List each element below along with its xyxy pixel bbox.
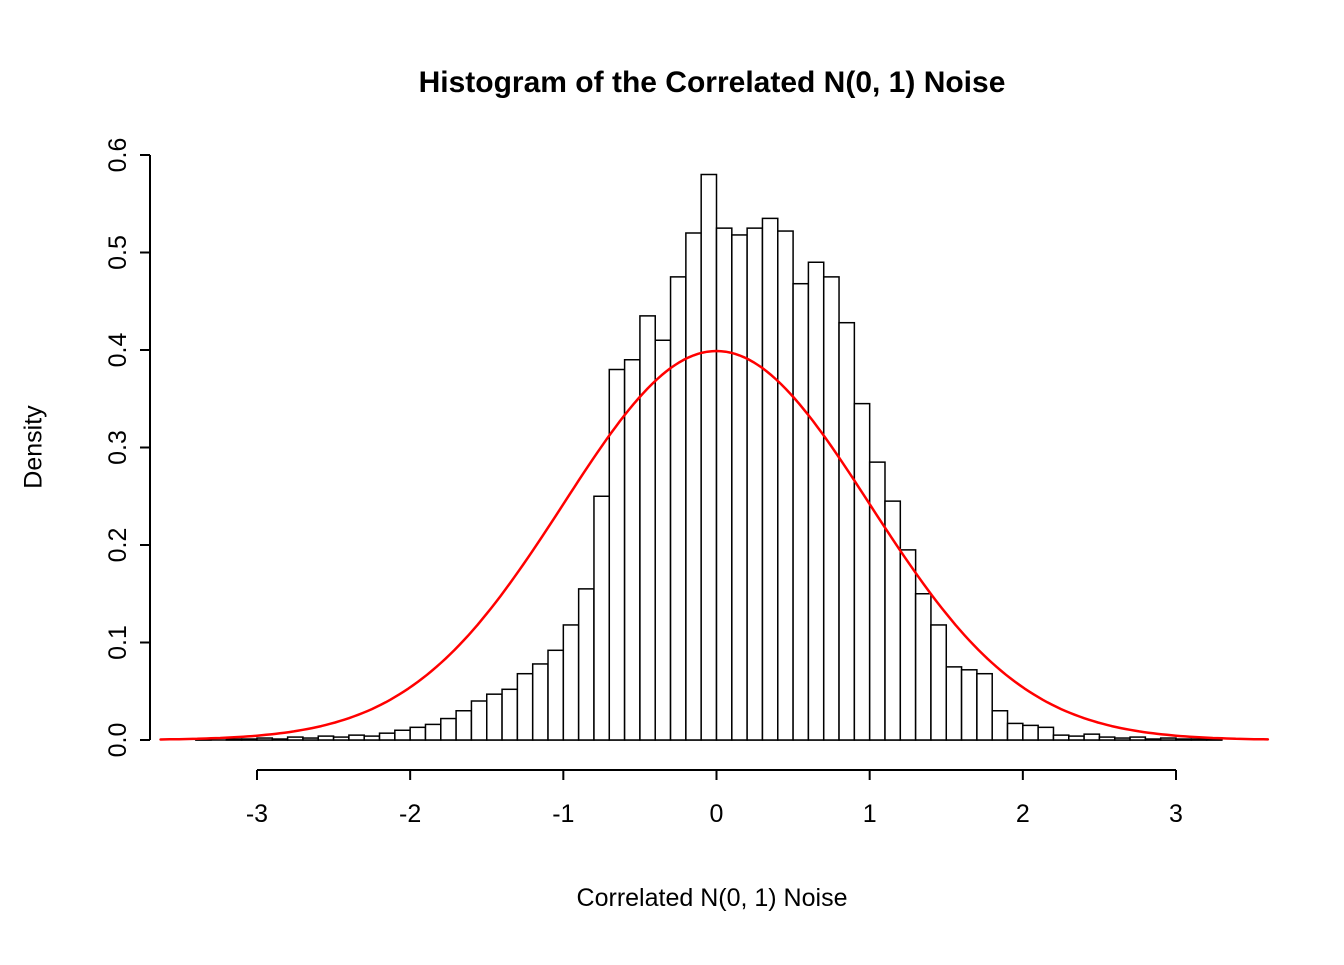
x-tick-label: -1 [552,800,574,828]
histogram-bar [1037,726,1055,741]
histogram-bar [531,663,549,741]
histogram-bar [363,735,381,741]
histogram-bar [1052,734,1070,741]
histogram-bar [547,649,565,741]
histogram-bar [440,717,457,741]
histogram-bar [409,726,427,741]
histogram-bar [853,402,871,741]
x-tick-label: 1 [863,800,877,828]
histogram-bar [1068,735,1085,741]
x-tick-label: 2 [1016,800,1030,828]
x-tick-label: 3 [1169,800,1183,828]
histogram-bar [838,321,856,741]
histogram-bar [332,736,350,741]
histogram-bar [669,276,687,741]
histogram-bar [1098,736,1116,741]
histogram-bar [348,734,365,741]
histogram-bar [1006,722,1024,741]
histogram-bar [455,710,473,741]
histogram-bar [899,549,917,741]
histogram-bar [486,693,503,741]
histogram-bar [1113,737,1131,741]
histogram-bar [1159,737,1177,741]
histogram-bar [930,624,948,741]
histogram-bar [945,666,963,741]
x-tick-label: -2 [399,800,421,828]
chart-title: Histogram of the Correlated N(0, 1) Nois… [418,66,1006,99]
histogram-bar [562,624,580,741]
histogram-bar [685,232,702,741]
histogram-bar [700,173,718,741]
histogram-bar [746,227,764,741]
histogram-bar [914,593,932,741]
histogram-bar [286,736,304,741]
y-tick-label: 0.1 [104,625,132,660]
histogram-bar [960,669,978,741]
histogram-bar [715,227,733,741]
histogram-bar [271,738,289,741]
y-tick-label: 0.6 [104,138,132,173]
x-axis-label: Correlated N(0, 1) Noise [576,884,848,912]
histogram-bar [1022,724,1039,741]
y-tick-label: 0.5 [104,235,132,270]
histogram-bar [1175,738,1193,741]
x-tick-label: -3 [246,800,268,828]
histogram-bar [1083,733,1101,741]
histogram-bar [639,315,656,741]
histogram-bar [225,738,243,741]
histogram-bar [777,230,794,741]
histogram-bar [240,738,258,741]
x-tick-label: 0 [710,800,724,828]
histogram-bar [884,500,902,741]
histogram-bar [807,261,825,741]
histogram-bar [761,217,779,741]
y-tick-label: 0.3 [104,430,132,465]
y-tick-label: 0.2 [104,528,132,563]
histogram-bar [394,729,411,741]
histogram-bar [1190,738,1208,741]
histogram-bar [302,737,320,741]
histogram-bar [378,732,396,741]
histogram-bar [256,737,274,741]
histogram-bar [976,672,993,741]
histogram-bar [792,282,810,741]
histogram-bar [1144,738,1162,741]
histogram-bar [424,723,442,741]
histogram-bar [1129,736,1147,741]
y-tick-label: 0.0 [104,723,132,758]
histogram-bar [593,495,611,741]
histogram-bar [731,234,748,741]
histogram-bar [577,588,595,741]
histogram-bar [654,339,672,741]
histogram-bar [470,700,488,741]
histogram-bar [822,276,840,741]
y-axis-label: Density [19,405,48,489]
normal-density-curve [159,349,1270,741]
histogram-bar [501,688,519,741]
histogram-bar [516,672,534,741]
histogram-bar [991,710,1009,741]
y-tick-label: 0.4 [104,333,132,368]
histogram-bar [868,461,886,741]
histogram-bar [623,359,641,741]
histogram-bar [317,735,335,741]
